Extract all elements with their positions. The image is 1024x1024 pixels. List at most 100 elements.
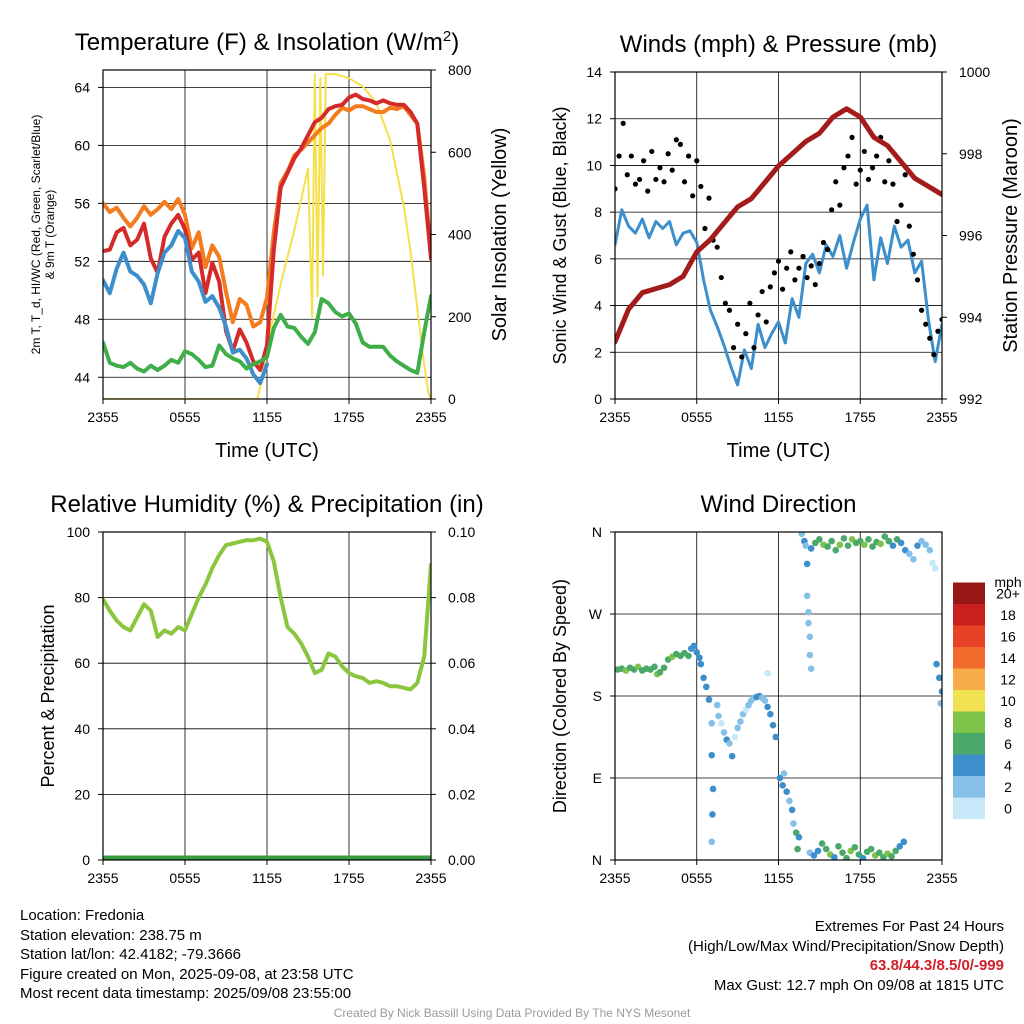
y-tick-label: E xyxy=(593,770,602,786)
gust-point xyxy=(739,354,745,360)
x-tick-label: 2355 xyxy=(87,409,118,425)
x-tick-label: 1155 xyxy=(252,409,282,425)
gust-point xyxy=(894,218,900,225)
direction-point xyxy=(865,535,872,543)
direction-point xyxy=(818,840,826,847)
direction-point xyxy=(900,838,908,846)
x-tick-label: 0555 xyxy=(681,409,712,425)
x-tick-label: 2355 xyxy=(599,870,630,886)
direction-point xyxy=(764,669,771,677)
gust-point xyxy=(931,352,937,358)
gust-point xyxy=(665,151,671,157)
station-location: Location: Fredonia xyxy=(20,907,145,924)
gust-point xyxy=(775,258,782,264)
direction-point xyxy=(696,654,703,662)
gust-point xyxy=(641,158,647,164)
colorbar-label: 20+ xyxy=(996,585,1020,601)
chart-title-close: ) xyxy=(451,29,459,56)
extremes-panel: Extremes For Past 24 Hours (High/Low/Max… xyxy=(688,917,1004,995)
direction-point xyxy=(803,560,811,568)
direction-point xyxy=(814,847,822,855)
y2-tick-label: 0.10 xyxy=(448,524,475,540)
gust-point xyxy=(935,328,941,334)
direction-point xyxy=(708,838,716,846)
gust-point xyxy=(886,158,892,164)
gust-point xyxy=(767,284,773,290)
direction-point xyxy=(840,535,848,542)
gust-point xyxy=(685,153,692,159)
direction-point xyxy=(731,733,739,741)
direction-point xyxy=(897,539,905,547)
direction-point xyxy=(708,720,716,727)
extremes-title: Extremes For Past 24 Hours xyxy=(814,918,1004,935)
direction-point xyxy=(839,849,846,857)
gust-point xyxy=(714,244,720,250)
colorbar-swatch xyxy=(953,711,985,733)
gust-point xyxy=(898,202,904,208)
series-group xyxy=(615,106,942,387)
gust-point xyxy=(918,307,925,313)
direction-point xyxy=(726,740,733,747)
gust-point xyxy=(645,188,651,194)
station-info: Location: Fredonia Station elevation: 23… xyxy=(20,906,354,1004)
gust-point xyxy=(636,176,643,183)
y-axis-label-line2: & 9m T (Orange) xyxy=(43,190,57,280)
gust-point xyxy=(853,181,859,187)
colorbar-label: 8 xyxy=(1004,714,1012,730)
gust-point xyxy=(673,137,679,143)
y-tick-label: 0 xyxy=(82,852,90,868)
direction-point xyxy=(869,543,876,550)
direction-point xyxy=(938,688,942,695)
direction-point xyxy=(788,806,796,814)
direction-point xyxy=(922,541,929,549)
direction-point xyxy=(709,785,717,793)
direction-point xyxy=(914,542,921,549)
max-gust: Max Gust: 12.7 mph On 09/08 at 1815 UTC xyxy=(713,976,1004,994)
gust-point xyxy=(812,281,818,288)
direction-point xyxy=(790,820,797,827)
y-tick-label: 8 xyxy=(594,204,602,220)
gust-point xyxy=(694,158,700,164)
direction-point xyxy=(859,854,867,860)
gust-point xyxy=(771,270,778,276)
y2-tick-label: 600 xyxy=(448,144,472,160)
gust-point xyxy=(747,300,753,306)
gust-point xyxy=(620,120,626,126)
gust-point xyxy=(845,153,851,159)
direction-point xyxy=(931,565,939,572)
y-tick-label: N xyxy=(592,852,602,868)
y2-tick-label: 994 xyxy=(959,309,983,325)
x-tick-label: 0555 xyxy=(169,409,200,425)
y-tick-label: 44 xyxy=(74,369,90,385)
gust-point xyxy=(792,277,798,283)
direction-point xyxy=(807,665,815,672)
direction-point xyxy=(881,533,889,540)
colorbar-swatch xyxy=(953,733,985,755)
gust-point xyxy=(923,321,929,327)
panel-rh: 2355 0555 1155 1755 2355 0 20 40 60 80 100 0.00 0.02… xyxy=(38,491,484,886)
chart-title: Wind Direction xyxy=(700,491,856,518)
direction-point xyxy=(772,733,780,741)
direction-point xyxy=(697,660,705,668)
y2-tick-label: 998 xyxy=(959,146,983,162)
panel-wdir: 2355 0555 1155 1755 2355 N E S W N Wind Direction D… xyxy=(550,491,1022,886)
colorbar-swatch xyxy=(953,604,985,626)
x-tick-label: 1755 xyxy=(333,870,364,886)
colorbar-swatch xyxy=(953,776,985,798)
gust-point xyxy=(804,274,810,281)
y-tick-label: 52 xyxy=(74,253,90,269)
series-line-0 xyxy=(103,73,431,399)
direction-point xyxy=(720,729,728,736)
direction-point xyxy=(877,540,884,548)
y2-tick-label: 0.04 xyxy=(448,721,475,737)
direction-point xyxy=(888,853,895,860)
x-tick-label: 1155 xyxy=(763,870,793,886)
direction-point xyxy=(780,770,788,777)
direction-point xyxy=(802,542,810,549)
y2-tick-label: 992 xyxy=(959,391,983,407)
direction-point xyxy=(708,751,716,759)
direction-point xyxy=(822,845,830,853)
gust-point xyxy=(829,207,835,213)
colorbar-swatch xyxy=(953,647,985,669)
gust-point xyxy=(669,167,675,173)
